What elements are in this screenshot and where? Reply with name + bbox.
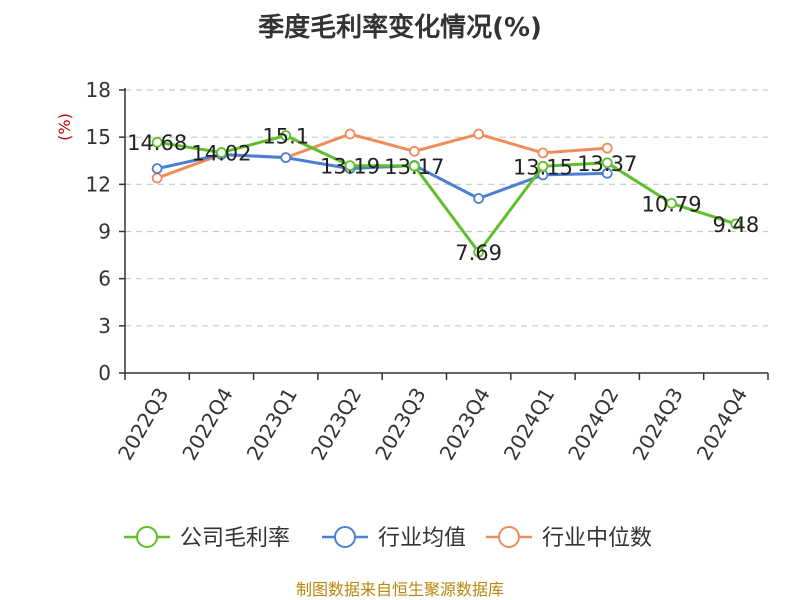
data-label: 13.17 xyxy=(384,155,444,179)
y-tick-label: 3 xyxy=(98,314,111,338)
x-tick-label: 2024Q4 xyxy=(692,384,752,465)
legend-label: 行业均值 xyxy=(378,526,466,551)
data-point xyxy=(601,142,613,154)
data-point xyxy=(473,246,485,258)
data-label: 15.1 xyxy=(262,125,309,149)
data-label: 14.68 xyxy=(127,131,187,155)
data-point xyxy=(151,136,163,148)
source-note: 制图数据来自恒生聚源数据库 xyxy=(296,580,504,599)
data-point xyxy=(408,160,420,172)
data-label: 9.48 xyxy=(712,213,759,237)
data-point xyxy=(344,160,356,172)
x-tick-label: 2024Q2 xyxy=(563,384,623,465)
data-point xyxy=(601,157,613,169)
x-tick-label: 2024Q1 xyxy=(499,384,559,465)
x-tick-label: 2024Q3 xyxy=(627,384,687,465)
data-label: 7.69 xyxy=(455,241,502,265)
legend: 公司毛利率 行业均值 行业中位数 xyxy=(124,526,652,551)
axes xyxy=(124,88,768,374)
y-tick-label: 6 xyxy=(98,267,111,291)
grid-lines xyxy=(125,89,768,327)
legend-label: 公司毛利率 xyxy=(180,526,290,551)
data-point xyxy=(280,152,292,164)
x-tick-label: 2022Q3 xyxy=(113,384,173,465)
y-tick-label: 0 xyxy=(98,361,111,385)
legend-marker xyxy=(136,526,158,548)
data-label: 13.37 xyxy=(577,152,637,176)
data-point xyxy=(537,160,549,172)
legend-marker xyxy=(334,526,356,548)
data-point xyxy=(473,128,485,140)
data-labels: 14.68 14.02 15.1 13.19 13.17 7.69 13.15 13.3710… xyxy=(127,125,759,266)
y-ticks: 0 3 6 9 12 15 18 xyxy=(86,78,125,385)
data-point xyxy=(537,147,549,159)
x-tick-label: 2022Q4 xyxy=(177,384,237,465)
x-tick-label: 2023Q2 xyxy=(306,384,366,465)
chart-title: 季度毛利率变化情况(%) xyxy=(258,12,542,43)
data-point xyxy=(666,197,677,209)
data-point xyxy=(151,172,163,184)
x-tick-label: 2023Q3 xyxy=(370,384,430,465)
series-group xyxy=(151,128,742,258)
data-point xyxy=(216,147,227,158)
data-point xyxy=(601,167,613,179)
legend-label: 行业中位数 xyxy=(542,526,652,551)
series-line xyxy=(156,134,737,254)
data-label: 13.15 xyxy=(513,155,573,179)
y-tick-label: 18 xyxy=(86,78,111,102)
data-point xyxy=(473,193,485,204)
data-point xyxy=(280,130,292,141)
data-point xyxy=(344,128,356,140)
data-label: 10.79 xyxy=(641,192,701,216)
data-label: 13.19 xyxy=(320,155,380,179)
legend-marker xyxy=(498,526,520,548)
data-point xyxy=(730,218,742,230)
data-point xyxy=(408,145,420,157)
y-axis-label: (%) xyxy=(55,113,74,141)
x-ticks: 2022Q3 2022Q4 2023Q1 2023Q2 2023Q3 2023Q4 2024… xyxy=(113,373,769,465)
y-tick-label: 9 xyxy=(98,220,111,244)
x-tick-label: 2023Q1 xyxy=(242,384,302,465)
data-point xyxy=(151,163,163,175)
y-tick-label: 12 xyxy=(86,172,111,196)
data-label: 14.02 xyxy=(191,142,251,166)
y-tick-label: 15 xyxy=(86,125,111,149)
x-tick-label: 2023Q4 xyxy=(435,384,495,465)
